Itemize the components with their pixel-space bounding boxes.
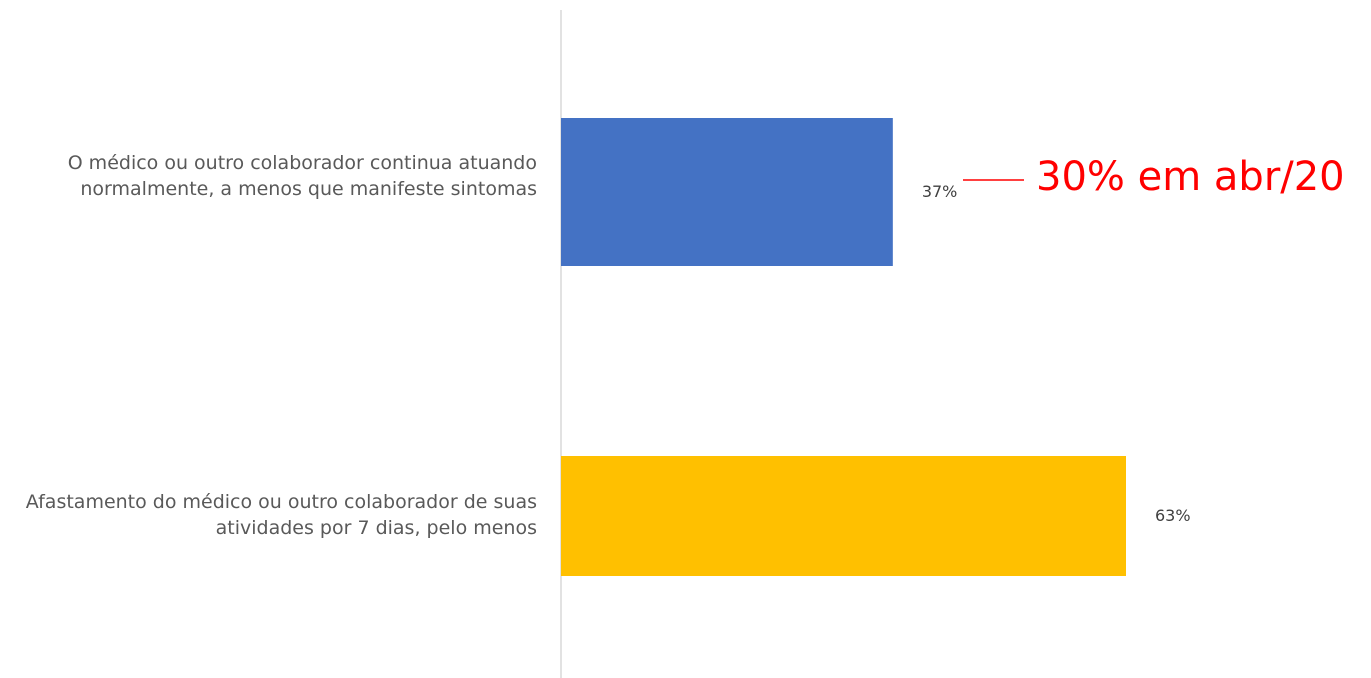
data-label-0: 37% xyxy=(922,182,958,202)
category-label-1: Afastamento do médico ou outro colaborad… xyxy=(0,489,537,541)
annotation-text: 30% em abr/20 xyxy=(1036,153,1345,201)
bar-0 xyxy=(561,118,893,266)
data-label-1: 63% xyxy=(1155,506,1191,526)
bar-1 xyxy=(561,456,1126,576)
category-label-0: O médico ou outro colaborador continua a… xyxy=(0,150,537,202)
